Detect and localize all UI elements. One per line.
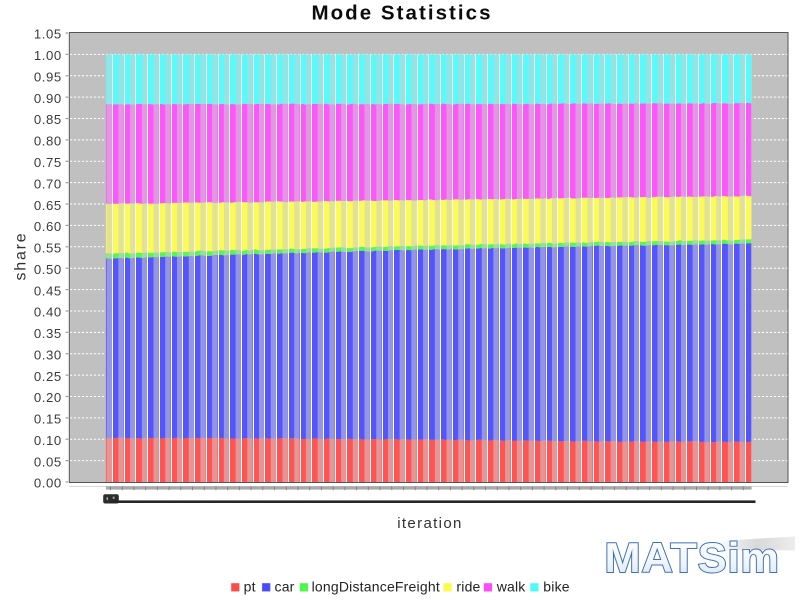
svg-text:0.95: 0.95 bbox=[34, 69, 62, 84]
svg-text:0.10: 0.10 bbox=[34, 433, 62, 448]
svg-text:Mode Statistics: Mode Statistics bbox=[311, 2, 492, 25]
svg-text:0.05: 0.05 bbox=[34, 454, 62, 469]
svg-text:0.20: 0.20 bbox=[34, 390, 62, 405]
svg-text:walk: walk bbox=[496, 579, 527, 595]
svg-text:MATSim: MATSim bbox=[605, 535, 780, 581]
svg-text:1.05: 1.05 bbox=[34, 27, 62, 42]
svg-text:1.00: 1.00 bbox=[34, 48, 62, 63]
svg-text:bike: bike bbox=[543, 579, 569, 595]
svg-text:ride: ride bbox=[456, 579, 480, 595]
svg-text:0.55: 0.55 bbox=[34, 241, 62, 256]
svg-text:0.15: 0.15 bbox=[34, 412, 62, 427]
svg-text:0.75: 0.75 bbox=[34, 155, 62, 170]
svg-text:pt: pt bbox=[244, 579, 256, 595]
svg-text:0.25: 0.25 bbox=[34, 369, 62, 384]
svg-text:longDistanceFreight: longDistanceFreight bbox=[312, 579, 440, 595]
svg-text:0.85: 0.85 bbox=[34, 112, 62, 127]
svg-text:0.40: 0.40 bbox=[34, 305, 62, 320]
svg-text:iteration: iteration bbox=[397, 515, 463, 532]
svg-text:car: car bbox=[275, 579, 295, 595]
svg-text:0.80: 0.80 bbox=[34, 134, 62, 149]
svg-text:0.50: 0.50 bbox=[34, 262, 62, 277]
svg-text:0.00: 0.00 bbox=[34, 476, 62, 491]
svg-text:share: share bbox=[12, 231, 29, 280]
svg-text:0.70: 0.70 bbox=[34, 176, 62, 191]
svg-text:0.60: 0.60 bbox=[34, 219, 62, 234]
svg-text:0.65: 0.65 bbox=[34, 198, 62, 213]
svg-text:0.45: 0.45 bbox=[34, 283, 62, 298]
svg-text:0.90: 0.90 bbox=[34, 91, 62, 106]
svg-text:0.30: 0.30 bbox=[34, 347, 62, 362]
svg-text:0.35: 0.35 bbox=[34, 326, 62, 341]
